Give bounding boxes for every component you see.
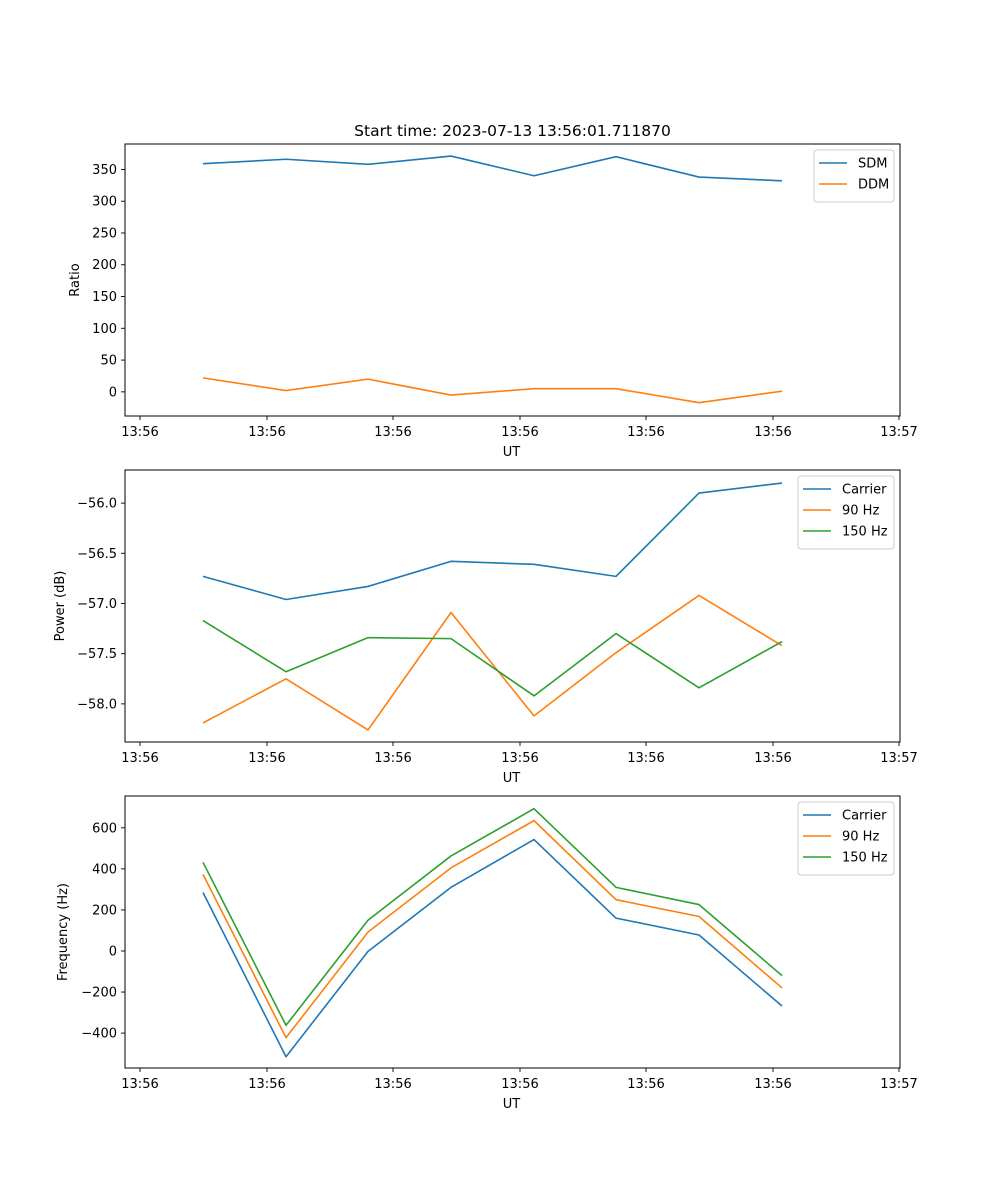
legend-label: 150 Hz bbox=[842, 525, 888, 540]
y-axis-label: Ratio bbox=[68, 263, 83, 296]
legend-label: 150 Hz bbox=[842, 851, 888, 866]
x-tick-label: 13:56 bbox=[627, 425, 664, 440]
series-line-sdm bbox=[202, 155, 783, 182]
x-tick-label: 13:56 bbox=[248, 425, 285, 440]
chart-title: Start time: 2023-07-13 13:56:01.711870 bbox=[354, 122, 671, 140]
y-tick-label: 0 bbox=[109, 385, 117, 400]
series-line-90-hz bbox=[202, 819, 783, 1039]
x-tick-label: 13:56 bbox=[248, 751, 285, 766]
x-tick-label: 13:56 bbox=[121, 425, 158, 440]
y-tick-label: 0 bbox=[109, 944, 117, 959]
axes-frame bbox=[124, 795, 901, 1069]
y-tick-label: −200 bbox=[81, 986, 117, 1001]
x-tick-label: 13:56 bbox=[501, 425, 538, 440]
x-tick-label: 13:57 bbox=[880, 425, 917, 440]
legend-label: 90 Hz bbox=[842, 504, 879, 519]
legend-label: Carrier bbox=[842, 809, 887, 824]
y-tick-label: 100 bbox=[92, 322, 117, 337]
legend: SDM DDM bbox=[813, 149, 895, 203]
y-tick-label: 50 bbox=[100, 354, 117, 369]
y-tick-label: 250 bbox=[92, 226, 117, 241]
x-tick-label: 13:56 bbox=[374, 1077, 411, 1092]
x-axis-label: UT bbox=[503, 1097, 521, 1112]
y-tick-label: −58.0 bbox=[77, 697, 117, 712]
x-tick-label: 13:56 bbox=[374, 751, 411, 766]
chart-panel-1: 13:56 13:56 13:56 13:56 13:56 13:56 13:57 0 50 10… bbox=[68, 122, 918, 460]
y-tick-label: 400 bbox=[92, 862, 117, 877]
chart-panel-2: 13:56 13:56 13:56 13:56 13:56 13:56 13:57 −58.0… bbox=[53, 469, 918, 786]
series-line-carrier bbox=[202, 482, 783, 601]
x-axis-label: UT bbox=[503, 771, 521, 786]
x-tick-label: 13:56 bbox=[121, 1077, 158, 1092]
legend-label: Carrier bbox=[842, 483, 887, 498]
series-line-90-hz bbox=[202, 594, 783, 731]
x-tick-label: 13:56 bbox=[121, 751, 158, 766]
x-tick-label: 13:56 bbox=[248, 1077, 285, 1092]
series-line-carrier bbox=[202, 838, 783, 1058]
x-tick-label: 13:56 bbox=[754, 751, 791, 766]
x-tick-label: 13:56 bbox=[501, 1077, 538, 1092]
x-tick-label: 13:56 bbox=[627, 1077, 664, 1092]
series-line-ddm bbox=[202, 377, 783, 404]
legend: Carrier 90 Hz 150 Hz bbox=[797, 475, 895, 550]
y-tick-label: 300 bbox=[92, 195, 117, 210]
y-tick-label: −57.0 bbox=[77, 597, 117, 612]
y-tick-label: 150 bbox=[92, 290, 117, 305]
y-tick-label: 600 bbox=[92, 821, 117, 836]
series-line-150-hz bbox=[202, 619, 783, 697]
x-tick-label: 13:56 bbox=[754, 425, 791, 440]
y-axis-label: Frequency (Hz) bbox=[56, 883, 71, 981]
x-axis-label: UT bbox=[503, 445, 521, 460]
axes-frame bbox=[124, 143, 901, 417]
axes-frame bbox=[124, 469, 901, 743]
legend-label: 90 Hz bbox=[842, 830, 879, 845]
chart-panel-3: 13:56 13:56 13:56 13:56 13:56 13:56 13:57 −400 −… bbox=[56, 795, 918, 1112]
y-tick-label: −56.5 bbox=[77, 547, 117, 562]
series-line-150-hz bbox=[202, 807, 783, 1027]
y-tick-label: 200 bbox=[92, 903, 117, 918]
x-tick-label: 13:57 bbox=[880, 751, 917, 766]
x-tick-label: 13:57 bbox=[880, 1077, 917, 1092]
x-tick-label: 13:56 bbox=[754, 1077, 791, 1092]
x-tick-label: 13:56 bbox=[627, 751, 664, 766]
y-tick-label: 350 bbox=[92, 163, 117, 178]
y-tick-label: −400 bbox=[81, 1027, 117, 1042]
y-tick-label: 200 bbox=[92, 258, 117, 273]
x-tick-label: 13:56 bbox=[374, 425, 411, 440]
y-tick-label: −56.0 bbox=[77, 497, 117, 512]
x-tick-label: 13:56 bbox=[501, 751, 538, 766]
legend-label: SDM bbox=[858, 157, 887, 172]
y-tick-label: −57.5 bbox=[77, 647, 117, 662]
legend-label: DDM bbox=[858, 178, 889, 193]
y-axis-label: Power (dB) bbox=[53, 571, 68, 642]
legend: Carrier 90 Hz 150 Hz bbox=[797, 801, 895, 876]
